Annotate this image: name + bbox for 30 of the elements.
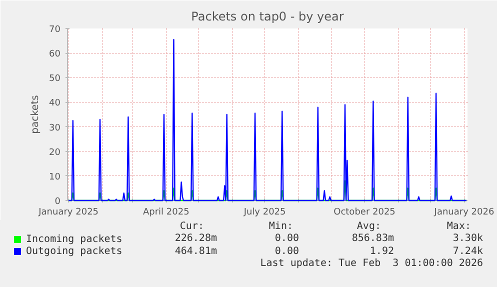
text: 0.00 (274, 246, 299, 258)
text: 464.81m (174, 246, 217, 258)
text: Avg: (356, 221, 381, 233)
y-tick-label: 50 (49, 74, 61, 84)
y-tick-label: 70 (49, 25, 61, 35)
y-tick-label: 10 (49, 172, 61, 182)
text: 0.00 (274, 233, 299, 245)
y-tick-label: 60 (49, 50, 61, 60)
x-tick-label: January 2026 (433, 208, 494, 218)
legend-label: Outgoing packets (26, 246, 122, 258)
y-tick-label: 30 (49, 123, 61, 134)
x-tick-label: January 2025 (38, 208, 99, 218)
x-tick-label: October 2025 (334, 208, 396, 218)
text: 7.24k (452, 246, 483, 258)
text: 1.92 (370, 246, 394, 258)
text: 3.30k (452, 233, 483, 245)
legend-label: Incoming packets (26, 234, 122, 246)
x-tick-label: April 2025 (142, 208, 190, 218)
text: Cur: (180, 221, 204, 233)
x-tick-label: July 2025 (242, 208, 286, 218)
y-axis-title: packets (30, 95, 42, 134)
y-tick-label: 40 (49, 98, 61, 109)
text: Min: (268, 221, 293, 233)
y-tick-label: 20 (49, 148, 61, 158)
text: 226.28m (174, 233, 217, 245)
chart-title: Packets on tap0 - by year (191, 10, 344, 24)
text: Last update: Tue Feb 3 01:00:00 2026 (260, 258, 483, 270)
y-tick-label: 0 (54, 197, 61, 207)
text: 856.83m (352, 233, 394, 245)
text: Max: (446, 221, 471, 233)
